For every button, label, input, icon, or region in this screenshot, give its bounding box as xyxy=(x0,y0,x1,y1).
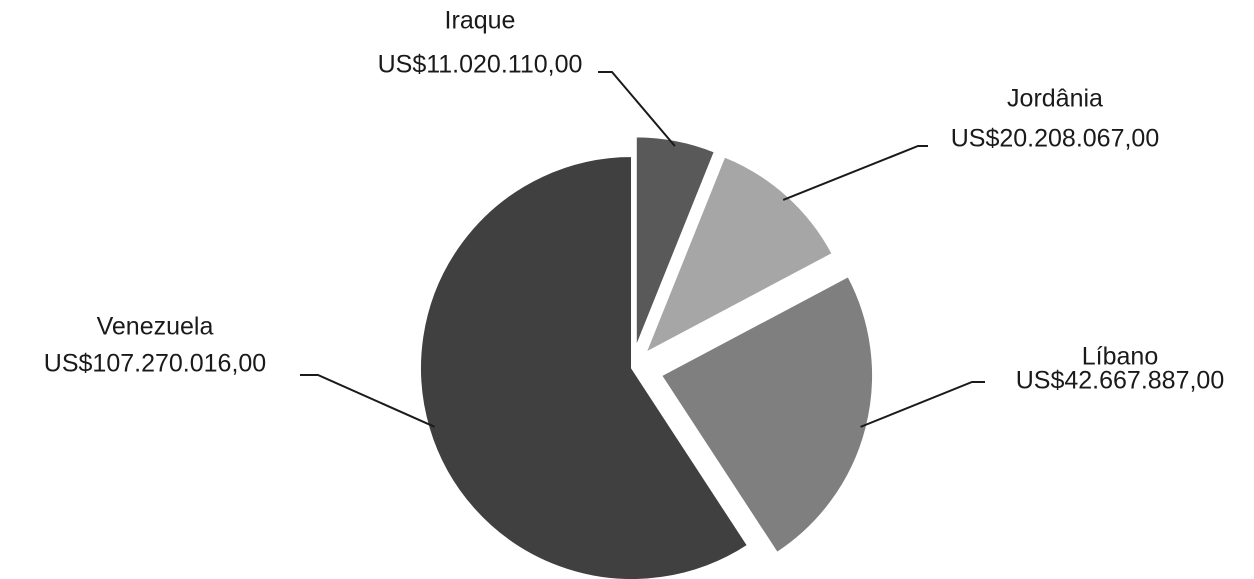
pie-slice xyxy=(659,274,874,555)
pie-slice xyxy=(634,135,717,349)
slice-label: Jordânia xyxy=(1007,85,1103,113)
pie-slice xyxy=(419,154,750,579)
value-label: US$107.270.016,00 xyxy=(44,350,266,378)
pie-slice xyxy=(643,155,835,356)
value-label: US$42.667.887,00 xyxy=(1016,367,1225,395)
slice-label: Iraque xyxy=(445,7,516,35)
slice-label: Líbano xyxy=(1082,343,1158,371)
leader-line xyxy=(782,145,928,201)
value-label: US$11.020.110,00 xyxy=(378,51,583,79)
slice-label: Venezuela xyxy=(97,313,214,341)
leader-line xyxy=(860,381,985,428)
value-label: US$20.208.067,00 xyxy=(951,125,1160,153)
leader-line xyxy=(598,71,676,147)
leader-line xyxy=(300,374,435,428)
